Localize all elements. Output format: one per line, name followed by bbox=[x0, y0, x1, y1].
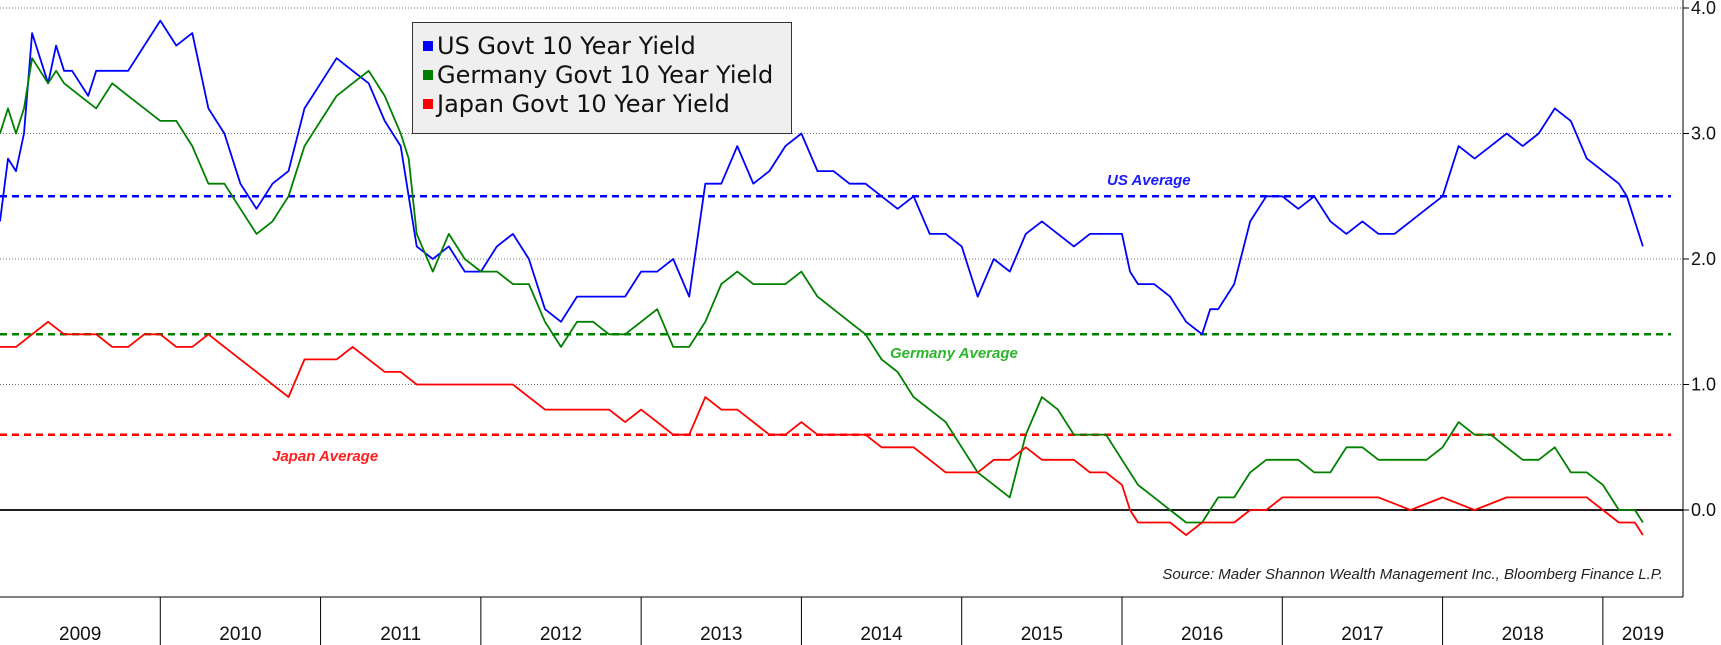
gridlines bbox=[0, 7, 1683, 511]
germany-average-label: Germany Average bbox=[890, 345, 1018, 362]
legend-label-germany: Germany Govt 10 Year Yield bbox=[437, 60, 774, 89]
source-note: Source: Mader Shannon Wealth Management … bbox=[1162, 566, 1663, 583]
x-tick-label: 2009 bbox=[59, 624, 101, 645]
x-tick-label: 2018 bbox=[1502, 624, 1544, 645]
legend-swatch-germany bbox=[423, 69, 433, 80]
legend-label-us: US Govt 10 Year Yield bbox=[437, 31, 696, 60]
x-tick-label: 2013 bbox=[700, 624, 742, 645]
y-tick-label: 4.0 bbox=[1691, 0, 1716, 18]
chart-legend: US Govt 10 Year Yield Germany Govt 10 Ye… bbox=[412, 22, 792, 134]
average-lines bbox=[0, 195, 1671, 436]
series-lines bbox=[0, 19, 1644, 536]
y-tick-label: 1.0 bbox=[1691, 375, 1716, 395]
x-tick-label: 2011 bbox=[380, 624, 421, 645]
y-tick-label: 3.0 bbox=[1691, 124, 1716, 144]
x-tick-label: 2016 bbox=[1181, 624, 1223, 645]
legend-swatch-us bbox=[423, 40, 433, 51]
legend-label-japan: Japan Govt 10 Year Yield bbox=[437, 89, 730, 118]
legend-swatch-japan bbox=[423, 98, 433, 109]
germany-yield-line bbox=[0, 57, 1644, 524]
y-tick-label: 2.0 bbox=[1691, 249, 1716, 269]
y-tick-label: 0.0 bbox=[1691, 500, 1716, 520]
us-average-label: US Average bbox=[1107, 172, 1191, 189]
us-yield-line bbox=[0, 19, 1644, 336]
legend-item-germany: Germany Govt 10 Year Yield bbox=[423, 60, 791, 89]
legend-item-japan: Japan Govt 10 Year Yield bbox=[423, 89, 791, 118]
legend-item-us: US Govt 10 Year Yield bbox=[423, 31, 791, 60]
japan-average-label: Japan Average bbox=[272, 448, 379, 465]
x-tick-label: 2010 bbox=[219, 624, 261, 645]
japan-yield-line bbox=[0, 320, 1644, 536]
x-tick-label: 2015 bbox=[1021, 624, 1063, 645]
x-tick-label: 2017 bbox=[1341, 624, 1383, 645]
x-tick-label: 2014 bbox=[860, 624, 903, 645]
x-tick-label: 2019 bbox=[1622, 624, 1664, 645]
x-tick-label: 2012 bbox=[540, 624, 582, 645]
